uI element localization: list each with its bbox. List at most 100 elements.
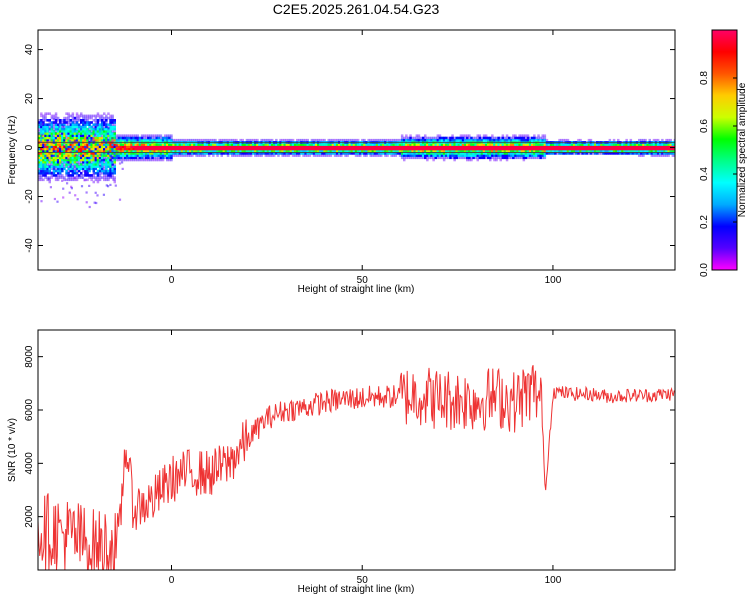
spectrogram-cell bbox=[507, 138, 511, 142]
spectrogram-cell bbox=[262, 152, 265, 155]
spectrogram-cell bbox=[107, 125, 110, 129]
spectrogram-cell bbox=[344, 138, 347, 142]
spectrogram-cell bbox=[54, 154, 58, 157]
spectrogram-cell bbox=[212, 138, 215, 142]
spectrogram-cell bbox=[577, 152, 580, 155]
spectrogram-cell bbox=[428, 138, 431, 142]
spectrogram-cell bbox=[63, 154, 66, 157]
spectrogram-cell bbox=[109, 160, 112, 164]
spectrogram-cell bbox=[369, 152, 372, 155]
spectrogram-cell bbox=[524, 149, 528, 153]
spectrogram-cell bbox=[659, 145, 662, 149]
spectrogram-cell bbox=[604, 143, 607, 146]
spectrogram-cell bbox=[52, 160, 56, 164]
spectrogram-cell bbox=[377, 138, 381, 142]
spectrogram-cell bbox=[59, 125, 62, 129]
spectrogram-cell bbox=[82, 116, 85, 120]
spectrogram-cell bbox=[96, 160, 100, 164]
spectrogram-cell bbox=[583, 149, 586, 153]
spectrogram-cell bbox=[495, 145, 498, 149]
spectrogram-cell bbox=[38, 154, 41, 157]
spectrogram-cell bbox=[168, 145, 171, 149]
spectrogram-cell bbox=[56, 156, 60, 160]
spectrogram-cell bbox=[493, 136, 496, 140]
spectrogram-cell bbox=[237, 154, 240, 157]
spectrogram-cell bbox=[170, 138, 173, 142]
spectrogram-cell bbox=[518, 154, 521, 157]
spectrogram-cell bbox=[113, 119, 116, 122]
spectrogram-cell bbox=[70, 187, 73, 190]
spectrogram-cell bbox=[552, 143, 555, 146]
spectrogram-cell bbox=[562, 149, 565, 153]
spectrogram-cell bbox=[354, 147, 358, 151]
spectrogram-cell bbox=[317, 149, 320, 153]
spectrogram-cell bbox=[59, 169, 62, 173]
spectrogram-cell bbox=[644, 152, 647, 155]
spectrogram-cell bbox=[105, 130, 108, 133]
spectrogram-cell bbox=[499, 143, 502, 146]
spectrogram-cell bbox=[396, 152, 400, 155]
spectrogram-cell bbox=[256, 143, 259, 146]
spectrogram-cell bbox=[298, 145, 301, 149]
spectrogram-cell bbox=[484, 152, 488, 155]
spectrogram-cell bbox=[46, 156, 49, 160]
spectrogram-cell bbox=[48, 163, 51, 166]
spectrogram-cell bbox=[41, 123, 44, 126]
spectrogram-cell bbox=[470, 149, 473, 153]
spectrogram-cell bbox=[231, 138, 234, 142]
spectrogram-cell bbox=[40, 130, 43, 133]
spectrogram-cell bbox=[46, 158, 49, 162]
spectrogram-cell bbox=[526, 143, 530, 146]
spectrogram-cell bbox=[48, 127, 51, 131]
spectrogram-cell bbox=[105, 152, 108, 155]
spectrogram-cell bbox=[526, 145, 530, 149]
spectrogram-cell bbox=[430, 149, 433, 153]
spectrogram-cell bbox=[50, 130, 54, 133]
y-tick-label: 6000 bbox=[24, 398, 35, 421]
spectrogram-cell bbox=[543, 147, 547, 151]
spectrogram-cell bbox=[96, 134, 100, 137]
spectrogram-cell bbox=[652, 138, 656, 142]
spectrogram-cell bbox=[625, 138, 628, 142]
spectrogram-cell bbox=[627, 149, 630, 153]
spectrogram-cell bbox=[453, 145, 456, 149]
spectrogram-cell bbox=[94, 119, 98, 122]
spectrogram-cell bbox=[71, 152, 75, 155]
spectrogram-cell bbox=[426, 154, 429, 157]
spectrogram-cell bbox=[277, 143, 280, 146]
spectrogram-cell bbox=[522, 156, 526, 160]
spectrogram-cell bbox=[54, 143, 58, 146]
spectrogram-cell bbox=[539, 154, 542, 157]
spectrogram-cell bbox=[575, 147, 578, 151]
spectrogram-cell bbox=[382, 143, 385, 146]
spectrogram-cell bbox=[386, 154, 389, 157]
spectrogram-cell bbox=[369, 143, 372, 146]
spectrogram-cell bbox=[88, 174, 91, 177]
spectrogram-cell bbox=[235, 143, 238, 146]
spectrogram-cell bbox=[109, 123, 112, 126]
spectrogram-cell bbox=[161, 154, 165, 157]
spectrogram-cell bbox=[243, 154, 247, 157]
spectrogram-cell bbox=[109, 145, 112, 149]
spectrogram-cell bbox=[109, 149, 112, 153]
spectrogram-cell bbox=[533, 134, 536, 137]
spectrogram-cell bbox=[484, 136, 488, 140]
spectrogram-cell bbox=[426, 149, 429, 153]
spectrogram-x-axis-label: Height of straight line (km) bbox=[298, 284, 415, 295]
spectrogram-cell bbox=[518, 156, 521, 160]
spectrogram-cell bbox=[73, 143, 77, 146]
spectrogram-cell bbox=[451, 134, 454, 137]
spectrogram-cell bbox=[306, 143, 309, 146]
spectrogram-cell bbox=[111, 139, 114, 143]
spectrogram-cell bbox=[105, 145, 108, 149]
spectrogram-cell bbox=[474, 156, 477, 160]
spectrogram-cell bbox=[323, 147, 326, 151]
spectrogram-cell bbox=[434, 143, 437, 146]
spectrogram-cell bbox=[38, 160, 41, 164]
spectrogram-cell bbox=[46, 134, 49, 137]
spectrogram-cell bbox=[90, 154, 93, 157]
spectrogram-cell bbox=[134, 147, 137, 151]
spectrogram-cell bbox=[138, 158, 142, 162]
spectrogram-cell bbox=[652, 145, 656, 149]
spectrogram-cell bbox=[560, 145, 563, 149]
